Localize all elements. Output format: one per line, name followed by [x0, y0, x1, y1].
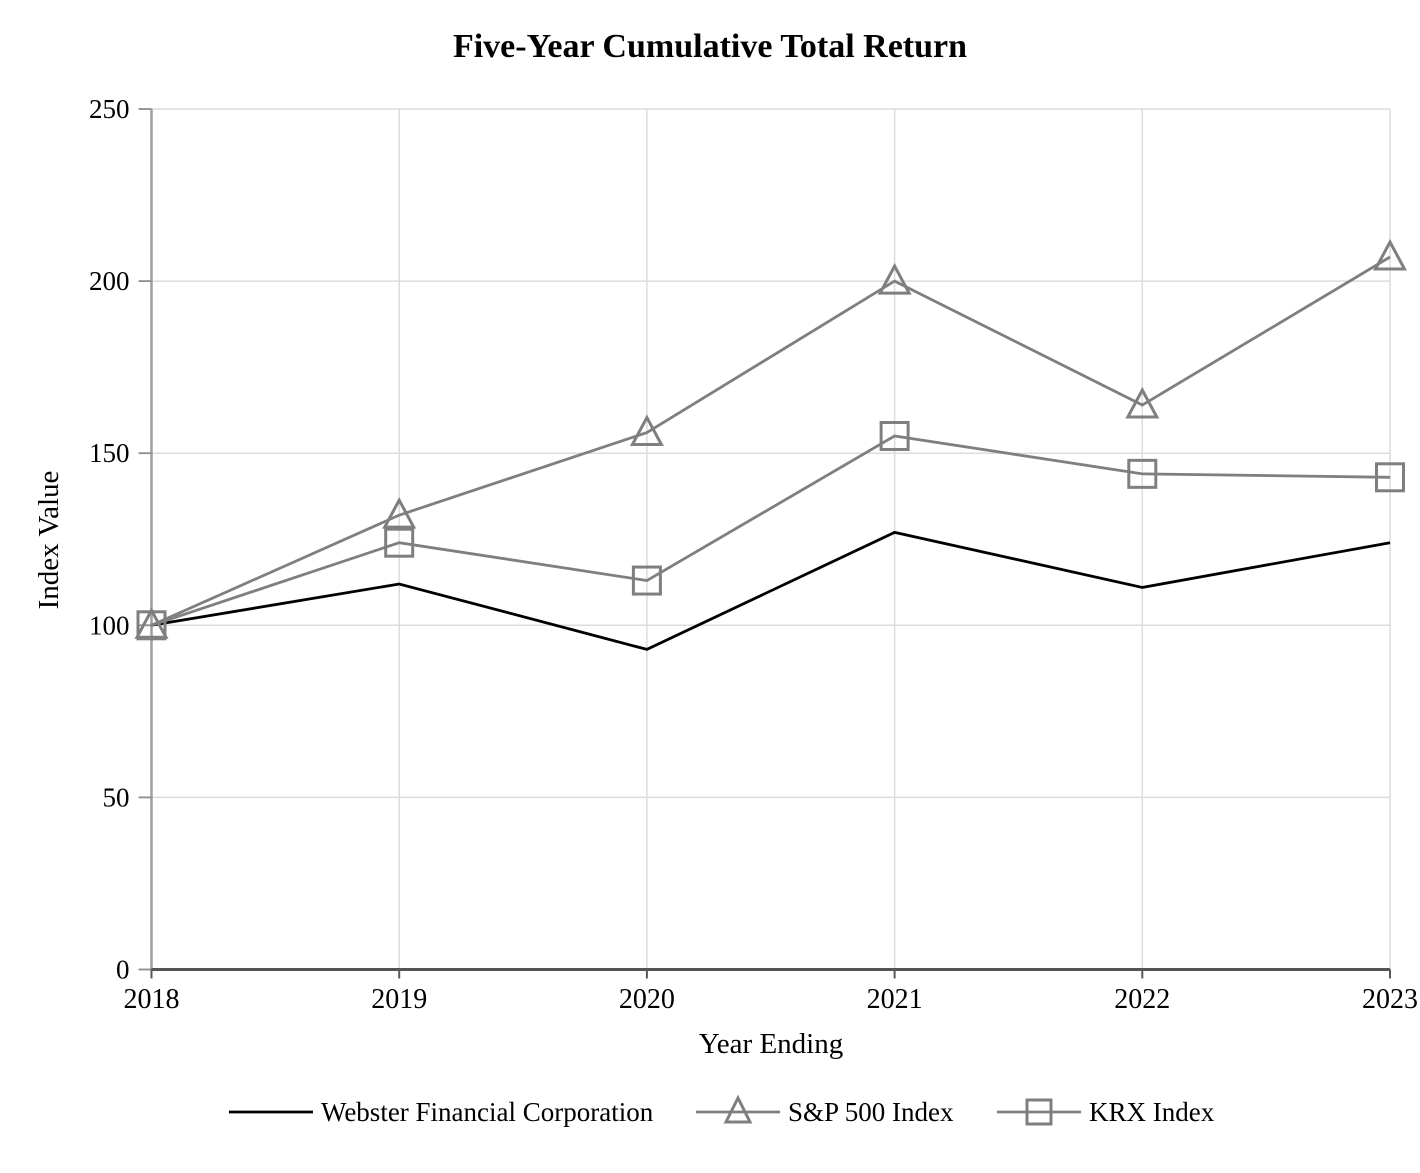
x-tick-label: 2023	[1362, 984, 1418, 1015]
chart-title: Five-Year Cumulative Total Return	[453, 28, 967, 65]
legend-label: Webster Financial Corporation	[321, 1097, 654, 1127]
krx-index-square-marker	[879, 420, 910, 451]
series-line-webster-financial-corporation	[151, 530, 1391, 651]
y-tick-label: 0	[116, 955, 130, 985]
s-p-500-index-triangle-marker	[382, 496, 417, 529]
s-p-500-index-triangle-marker	[629, 414, 664, 447]
axis-ticks	[138, 108, 1391, 979]
krx-index-square-marker	[1127, 458, 1158, 489]
legend: Webster Financial Corporation S&P 500 Ind…	[229, 1094, 1215, 1127]
y-tick-label: 200	[89, 266, 130, 296]
y-tick-label: 250	[89, 94, 130, 124]
y-axis-title: Index Value	[33, 471, 65, 610]
gridlines	[151, 108, 1391, 970]
x-tick-label: 2019	[371, 984, 427, 1015]
tick-labels: 0 50 100 150 200 250 2018 2019 2020 2021 2022 2023	[89, 94, 1418, 1015]
x-tick-label: 2018	[124, 984, 180, 1015]
series-line-s-p-500-index	[150, 255, 1391, 627]
x-tick-label: 2021	[867, 984, 923, 1015]
legend-item-krx-index: KRX Index	[997, 1097, 1215, 1127]
s-p-500-index-triangle-marker	[1125, 386, 1160, 419]
series-line-krx-index	[151, 434, 1391, 627]
krx-index-square-marker	[384, 527, 415, 558]
s-p-500-index-triangle-marker	[877, 262, 912, 295]
legend-triangle-marker	[723, 1094, 753, 1124]
krx-index-square-marker	[136, 610, 167, 641]
axes	[150, 109, 1390, 971]
x-tick-label: 2022	[1114, 984, 1170, 1015]
legend-item-webster-financial-corporation: Webster Financial Corporation	[229, 1097, 654, 1127]
krx-index-square-marker	[1375, 462, 1405, 493]
series-lines	[150, 255, 1391, 651]
y-tick-label: 150	[89, 438, 130, 468]
x-tick-label: 2020	[619, 984, 675, 1015]
krx-index-square-marker	[631, 565, 662, 596]
legend-label: S&P 500 Index	[788, 1097, 954, 1127]
series-markers	[134, 238, 1408, 641]
y-tick-label: 50	[103, 782, 130, 812]
x-axis-title: Year Ending	[699, 1028, 843, 1060]
legend-item-s-p-500-index: S&P 500 Index	[696, 1094, 954, 1127]
legend-square-marker	[1025, 1098, 1053, 1126]
y-tick-label: 100	[89, 610, 130, 640]
s-p-500-index-triangle-marker	[1372, 238, 1408, 271]
legend-label: KRX Index	[1089, 1097, 1215, 1127]
